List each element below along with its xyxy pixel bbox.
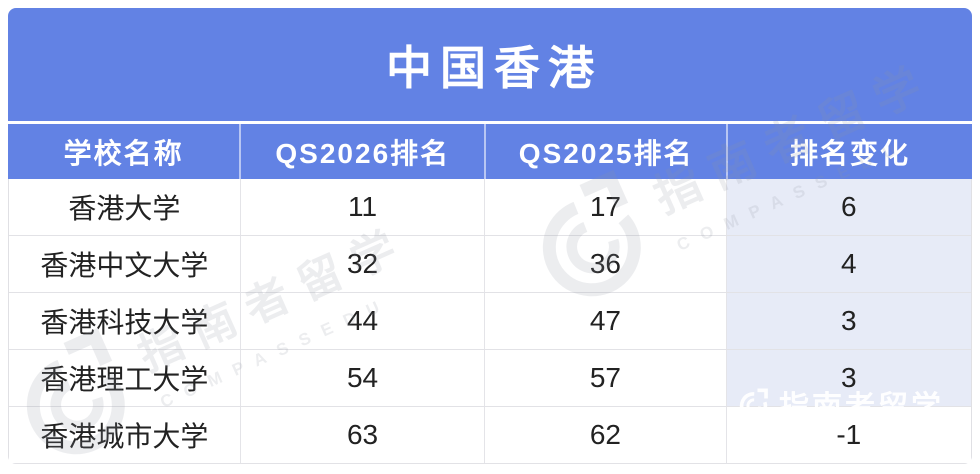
table-row: 香港科技大学 44 47 3 <box>9 293 971 350</box>
cell-qs2026: 54 <box>239 350 484 406</box>
table-header-row: 学校名称 QS2026排名 QS2025排名 排名变化 <box>8 124 972 179</box>
cell-change: 3 <box>725 293 971 349</box>
header-rank-change: 排名变化 <box>726 124 972 179</box>
cell-qs2026: 11 <box>239 179 484 235</box>
cell-change: 6 <box>725 179 971 235</box>
cell-qs2025: 47 <box>484 293 725 349</box>
table-body: 香港大学 11 17 6 香港中文大学 32 36 4 香港科技大学 44 47… <box>8 179 972 464</box>
region-title-band: 中国香港 <box>8 8 972 121</box>
cell-school-name: 香港大学 <box>68 193 181 224</box>
table-row: 香港中文大学 32 36 4 <box>9 236 971 293</box>
cell-change: -1 <box>725 407 971 463</box>
cell-school-name: 香港中文大学 <box>40 250 209 281</box>
cell-qs2025: 57 <box>484 350 725 406</box>
table-row: 香港理工大学 54 57 3 <box>9 350 971 407</box>
table-row: 香港大学 11 17 6 <box>9 179 971 236</box>
cell-school-name: 香港科技大学 <box>40 307 209 338</box>
cell-qs2026: 32 <box>239 236 484 292</box>
cell-qs2025: 17 <box>484 179 725 235</box>
table-row: 香港城市大学 63 62 -1 <box>9 407 971 464</box>
header-qs2026-rank: QS2026排名 <box>239 124 484 179</box>
header-qs2025-rank: QS2025排名 <box>484 124 726 179</box>
cell-qs2025: 36 <box>484 236 725 292</box>
cell-change: 3 <box>725 350 971 406</box>
cell-school-name: 香港城市大学 <box>40 421 209 452</box>
cell-school-name: 香港理工大学 <box>40 364 209 395</box>
header-school-name: 学校名称 <box>63 137 184 169</box>
qs-ranking-card: 中国香港 学校名称 QS2026排名 QS2025排名 排名变化 香港大学 11… <box>8 8 972 464</box>
region-title: 中国香港 <box>386 41 602 94</box>
cell-qs2026: 63 <box>239 407 484 463</box>
cell-qs2025: 62 <box>484 407 725 463</box>
cell-change: 4 <box>725 236 971 292</box>
cell-qs2026: 44 <box>239 293 484 349</box>
